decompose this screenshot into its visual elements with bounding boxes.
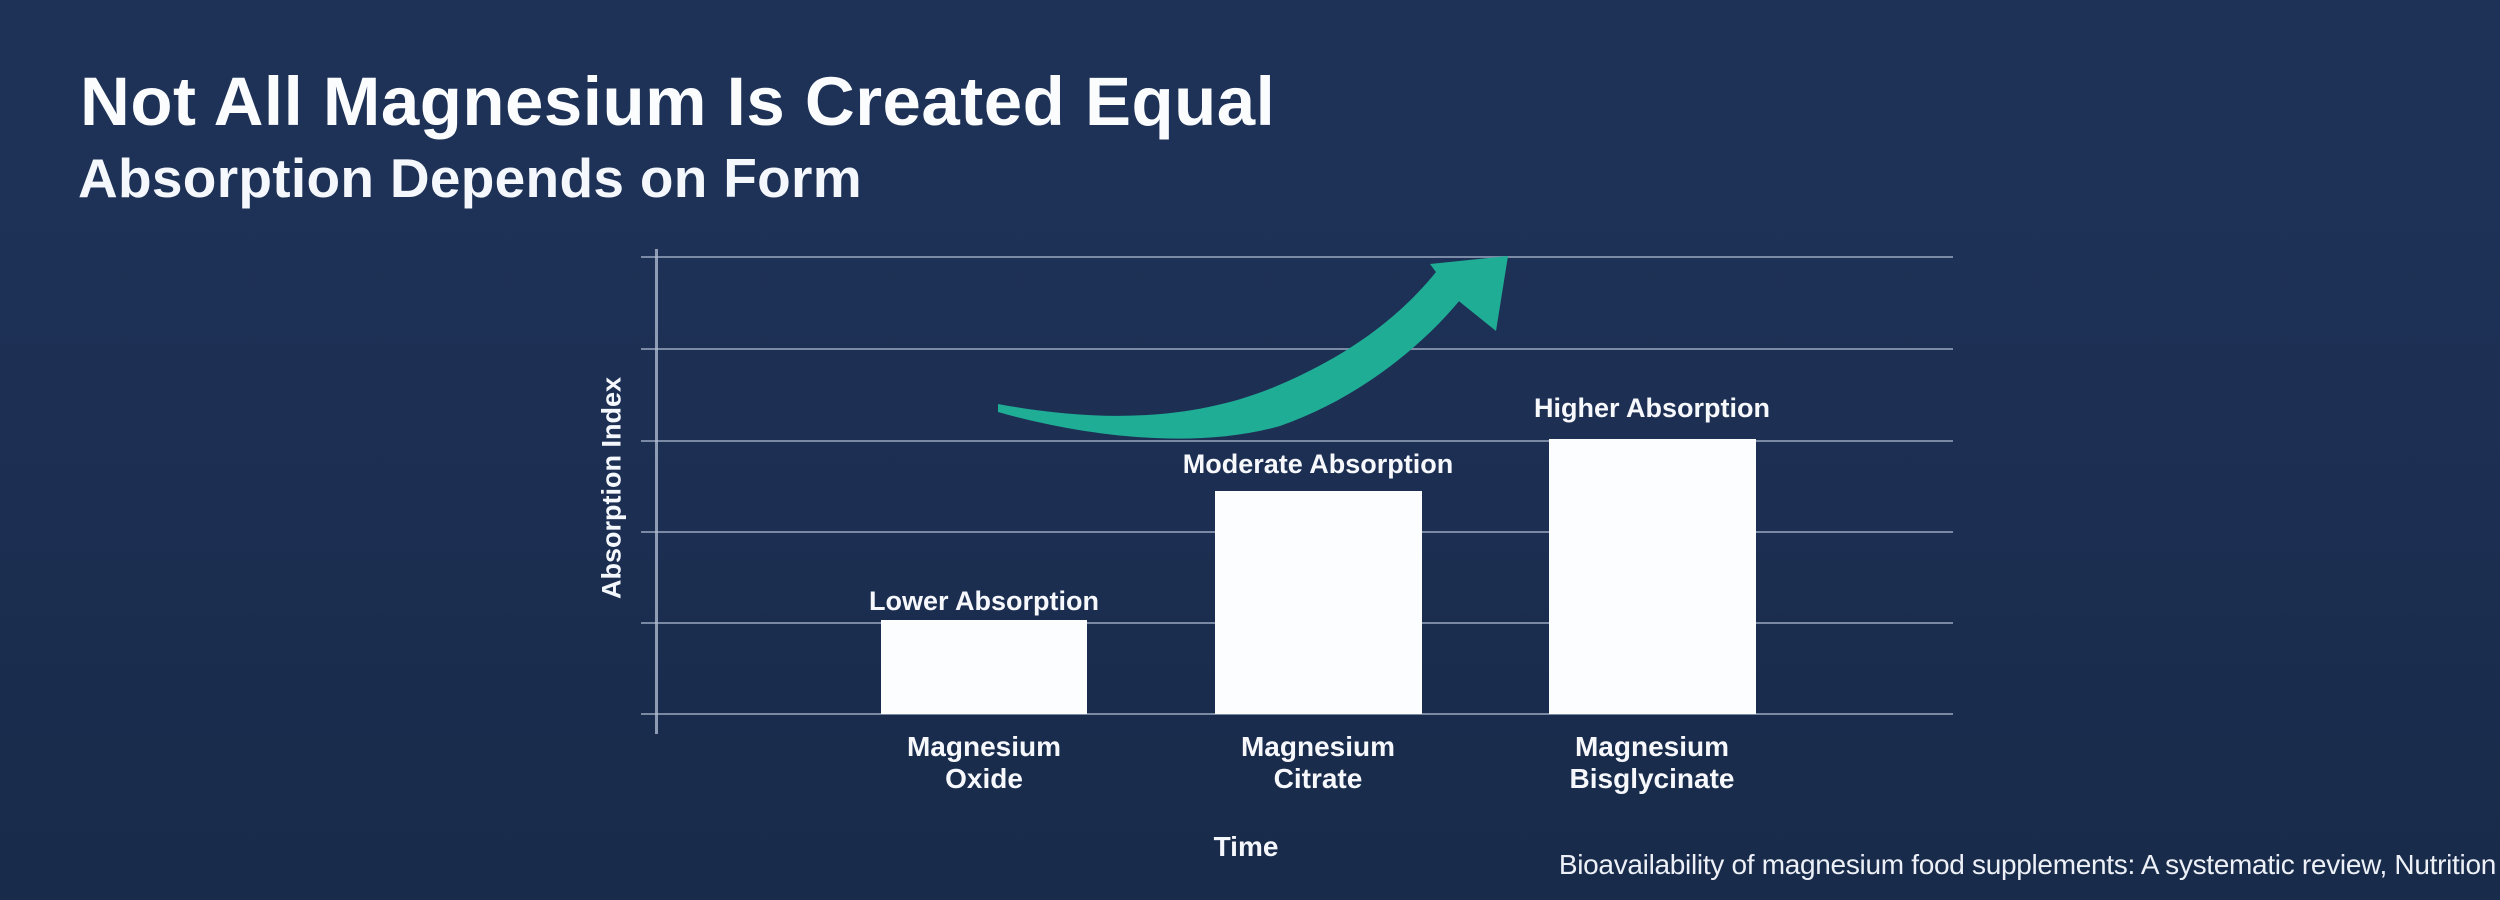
bar-magnesium-citrate	[1215, 491, 1422, 714]
bar-magnesium-bisglycinate	[1549, 439, 1756, 714]
gridline	[641, 256, 1953, 258]
gridline	[641, 440, 1953, 442]
bar-magnesium-oxide	[881, 619, 1087, 714]
gridline	[641, 713, 1953, 715]
trend-arrow-head	[1430, 256, 1508, 331]
x-axis-title: Time	[1213, 831, 1279, 862]
bar-label-higher-absorption: Higher Absorption	[1534, 393, 1770, 423]
category-magnesium-oxide: Magnesium Oxide	[906, 731, 1062, 794]
bar-label-lower-absorption: Lower Absorption	[869, 586, 1099, 616]
bar-label-moderate-absorption: Moderate Absorption	[1182, 449, 1454, 479]
gridline	[641, 348, 1953, 350]
slide-title: Not All Magnesium Is Created Equal	[80, 63, 1276, 140]
slide-subtitle: Absorption Depends on Form	[78, 147, 862, 209]
category-magnesium-citrate: Magnesium Citrate	[1240, 731, 1396, 794]
trend-arrow-shaft	[998, 272, 1460, 439]
y-axis-title: Absorption Index	[596, 377, 627, 599]
source-citation: Bioavailability of magnesium food supple…	[1558, 849, 2496, 880]
y-axis-line	[655, 249, 658, 734]
category-magnesium-bisglycinate: Magnesium Bisglycinate	[1569, 731, 1735, 794]
